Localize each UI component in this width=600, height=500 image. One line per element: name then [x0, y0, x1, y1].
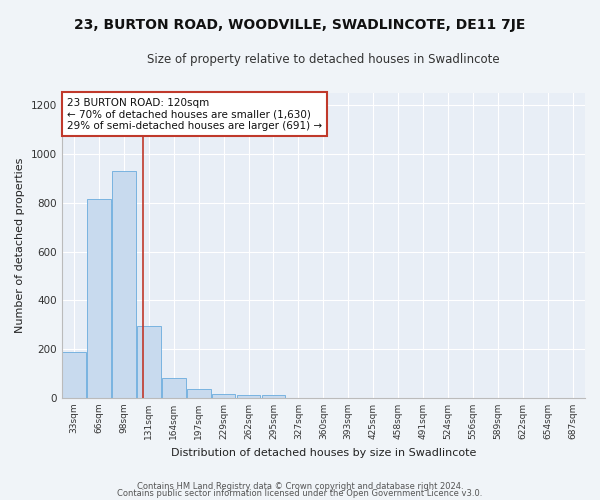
- Text: Contains HM Land Registry data © Crown copyright and database right 2024.: Contains HM Land Registry data © Crown c…: [137, 482, 463, 491]
- Bar: [187, 388, 211, 398]
- Bar: [112, 171, 136, 398]
- Bar: [137, 326, 161, 398]
- Text: Contains public sector information licensed under the Open Government Licence v3: Contains public sector information licen…: [118, 488, 482, 498]
- Text: 23, BURTON ROAD, WOODVILLE, SWADLINCOTE, DE11 7JE: 23, BURTON ROAD, WOODVILLE, SWADLINCOTE,…: [74, 18, 526, 32]
- Y-axis label: Number of detached properties: Number of detached properties: [15, 158, 25, 333]
- Text: 23 BURTON ROAD: 120sqm
← 70% of detached houses are smaller (1,630)
29% of semi-: 23 BURTON ROAD: 120sqm ← 70% of detached…: [67, 98, 322, 131]
- Bar: [237, 395, 260, 398]
- Bar: [62, 352, 86, 398]
- Bar: [212, 394, 235, 398]
- Title: Size of property relative to detached houses in Swadlincote: Size of property relative to detached ho…: [147, 52, 500, 66]
- Bar: [262, 396, 286, 398]
- Bar: [87, 199, 111, 398]
- X-axis label: Distribution of detached houses by size in Swadlincote: Distribution of detached houses by size …: [170, 448, 476, 458]
- Bar: [162, 378, 185, 398]
